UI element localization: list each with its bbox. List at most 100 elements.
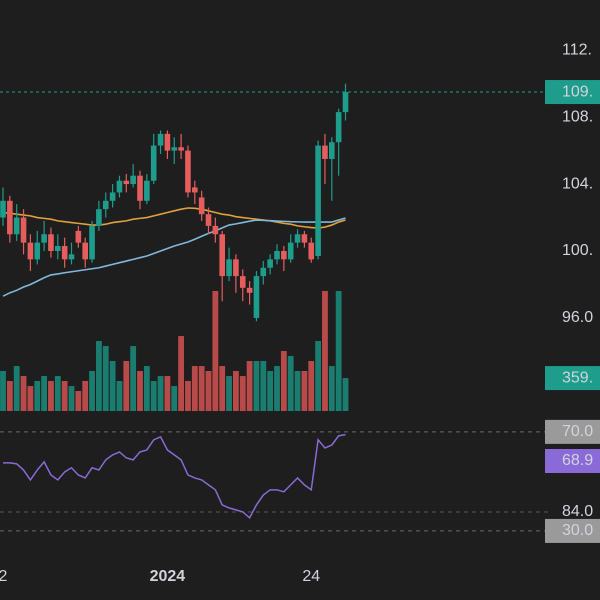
rsi-tick-box bbox=[545, 518, 600, 543]
volume-label: 359. bbox=[562, 369, 593, 386]
volume-bar bbox=[137, 371, 143, 411]
candle-body bbox=[212, 225, 219, 235]
candle-body bbox=[116, 180, 123, 193]
volume-bar bbox=[205, 371, 212, 411]
candle-body bbox=[294, 234, 301, 243]
x-tick-label: 2 bbox=[0, 568, 8, 585]
candle-body bbox=[342, 92, 349, 113]
y-tick-label: 104. bbox=[562, 175, 593, 192]
price-label-box bbox=[545, 80, 600, 105]
candle-body bbox=[89, 225, 95, 260]
candle-body bbox=[239, 276, 246, 288]
volume-bar bbox=[178, 336, 184, 411]
candle-body bbox=[260, 267, 267, 277]
candle-body bbox=[61, 245, 68, 260]
volume-bar bbox=[123, 361, 130, 411]
volume-bar bbox=[34, 381, 41, 411]
candle-body bbox=[109, 192, 116, 201]
rsi-label-box bbox=[545, 449, 600, 473]
volume-bar bbox=[41, 376, 47, 411]
candle-body bbox=[48, 234, 54, 251]
volume-bar bbox=[6, 381, 13, 411]
volume-bar bbox=[280, 351, 287, 411]
volume-bar bbox=[102, 346, 109, 411]
candle-body bbox=[102, 200, 109, 210]
volume-bar bbox=[294, 371, 301, 411]
moving-average bbox=[2, 207, 346, 229]
volume-bar bbox=[96, 341, 102, 411]
volume-bar bbox=[198, 366, 205, 411]
volume-bar bbox=[54, 376, 61, 411]
candle-body bbox=[68, 254, 75, 260]
candle-body bbox=[308, 242, 315, 260]
volume-bar bbox=[274, 366, 280, 411]
volume-label-box bbox=[545, 366, 600, 391]
candle-body bbox=[123, 180, 130, 185]
rsi-tick-label: 30.0 bbox=[562, 522, 593, 539]
candle-body bbox=[137, 175, 143, 201]
candle-body bbox=[315, 145, 321, 257]
candle-body bbox=[198, 197, 205, 215]
volume-bar bbox=[287, 355, 294, 411]
candle-body bbox=[55, 245, 61, 251]
candle-body bbox=[41, 234, 47, 243]
candle-body bbox=[34, 242, 41, 260]
volume-bar bbox=[212, 291, 219, 411]
volume-bar bbox=[27, 386, 34, 411]
volume-bar bbox=[68, 386, 75, 411]
volume-bar bbox=[171, 386, 178, 411]
volume-bar bbox=[260, 361, 267, 411]
volume-bar bbox=[157, 376, 164, 411]
rsi-label: 68.9 bbox=[562, 452, 593, 469]
x-tick-label: 24 bbox=[302, 568, 320, 585]
volume-bar bbox=[315, 341, 321, 411]
candle-body bbox=[27, 242, 34, 260]
volume-bar bbox=[267, 371, 274, 411]
price-label: 109. bbox=[562, 83, 593, 100]
candle-body bbox=[164, 133, 171, 151]
candle-body bbox=[246, 287, 253, 293]
candle-body bbox=[185, 150, 191, 193]
candle-body bbox=[219, 234, 225, 277]
candle-body bbox=[96, 209, 102, 226]
rsi-tick-box bbox=[545, 419, 600, 444]
candle-body bbox=[20, 217, 27, 243]
y-tick-label: 96.0 bbox=[562, 309, 593, 326]
volume-bar bbox=[185, 381, 191, 411]
volume-bar bbox=[226, 376, 232, 411]
candle-body bbox=[205, 214, 212, 226]
volume-bar bbox=[130, 346, 137, 411]
volume-bar bbox=[239, 376, 246, 411]
volume-bar bbox=[89, 371, 95, 411]
volume-bar bbox=[109, 361, 116, 411]
y-tick-label: 100. bbox=[562, 242, 593, 259]
candle-body bbox=[322, 145, 328, 159]
candle-body bbox=[301, 234, 308, 243]
volume-bar bbox=[328, 366, 335, 411]
volume-bar bbox=[191, 366, 198, 411]
volume-bar bbox=[253, 361, 260, 411]
volume-bar bbox=[246, 361, 253, 411]
candle-body bbox=[335, 112, 342, 143]
candle-body bbox=[253, 276, 260, 318]
volume-bar bbox=[0, 371, 6, 411]
rsi-line bbox=[3, 433, 346, 519]
y-tick-label: 112. bbox=[562, 41, 592, 58]
candle-body bbox=[7, 200, 13, 235]
volume-bar bbox=[219, 366, 226, 411]
moving-average bbox=[2, 217, 346, 297]
candle-body bbox=[281, 250, 287, 260]
candle-body bbox=[192, 187, 198, 193]
rsi-tick-label: 70.0 bbox=[562, 423, 593, 440]
volume-bar bbox=[335, 291, 342, 411]
rsi-extra-label: 84.0 bbox=[562, 503, 593, 520]
candle-body bbox=[130, 175, 136, 185]
candle-body bbox=[75, 230, 82, 243]
volume-bar bbox=[322, 291, 328, 411]
volume-bar bbox=[20, 376, 27, 411]
candle-body bbox=[150, 145, 157, 181]
volume-bar bbox=[75, 391, 82, 411]
candle-body bbox=[287, 242, 294, 260]
volume-bar bbox=[82, 381, 89, 411]
